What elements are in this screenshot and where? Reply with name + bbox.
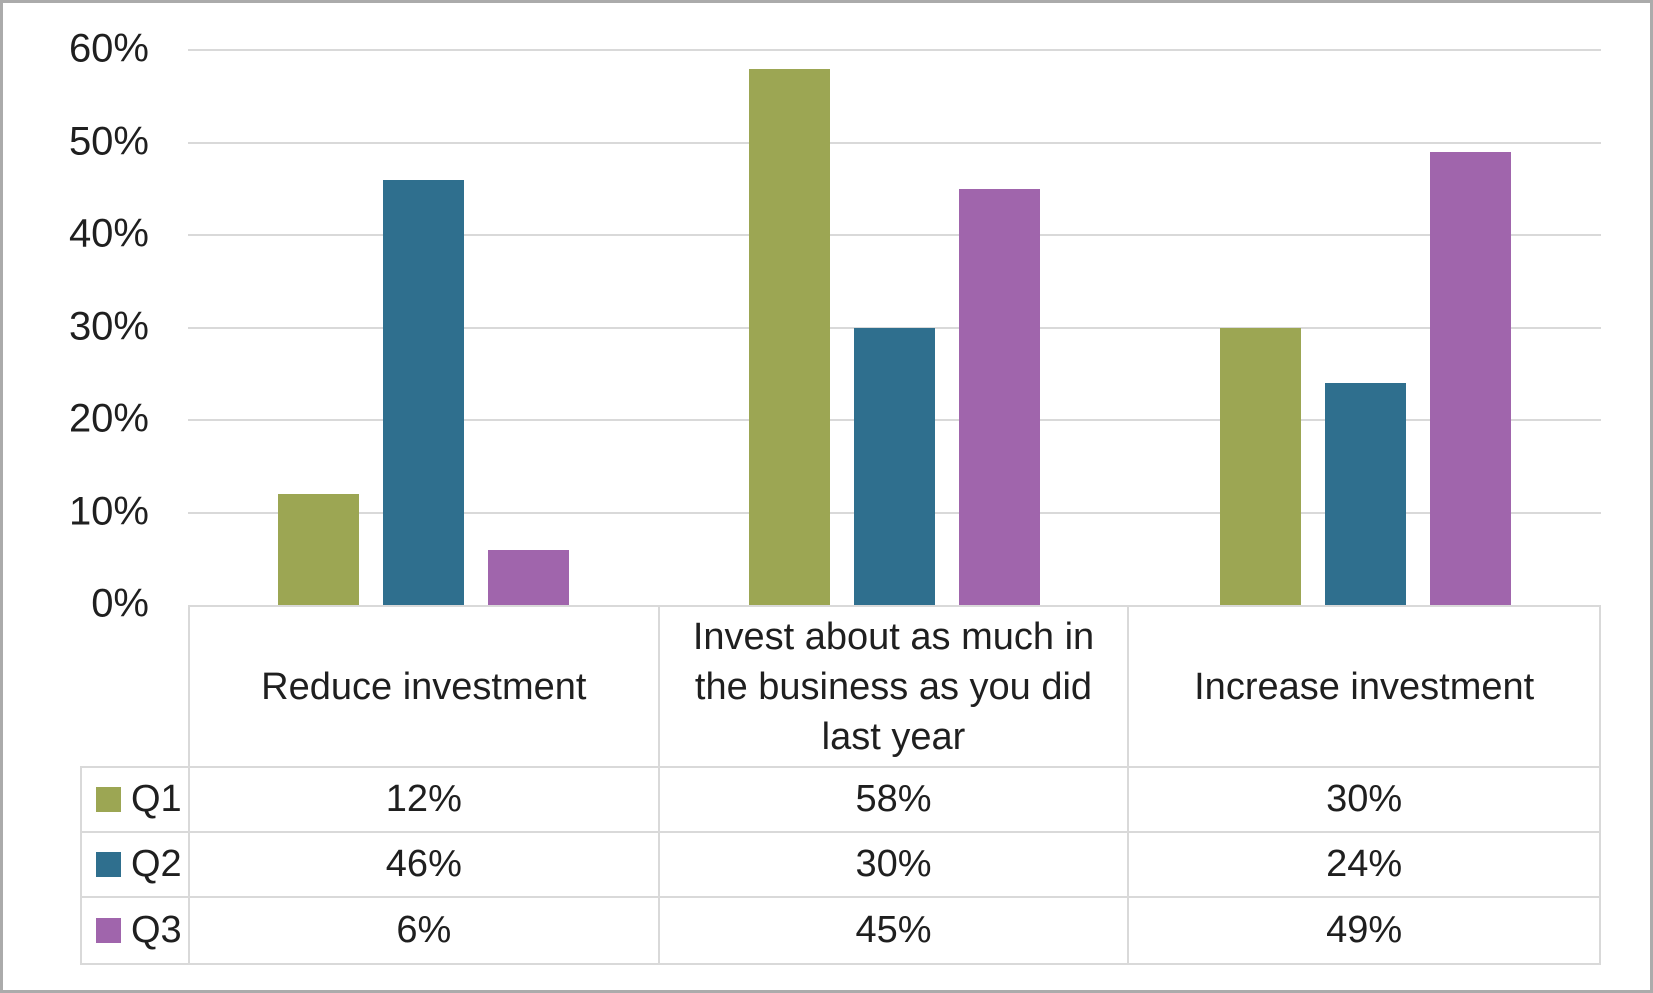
table-value-q3-increase: 49% <box>1326 909 1403 951</box>
table-value-q2-increase: 24% <box>1129 833 1599 898</box>
table-value-q1-increase: 30% <box>1129 768 1599 833</box>
bar-q1-category-2 <box>1220 327 1301 605</box>
y-axis-labels: 0% 10% 20% 30% 40% 50% 60% <box>3 3 149 626</box>
category-header-row: Reduce investment Invest about as much i… <box>188 605 1601 768</box>
bar-group-1 <box>659 3 1130 605</box>
legend-item-q2: Q2 <box>82 833 190 898</box>
category-label-invest-about-as-much: Invest about as much in the business as … <box>660 607 1130 766</box>
bar-groups <box>188 3 1601 605</box>
legend-swatch-q3-icon <box>96 918 121 943</box>
table-value-q2-reduce: 46% <box>190 833 660 898</box>
bar-group-2 <box>1130 3 1601 605</box>
y-tick-label-60%: 60% <box>68 26 149 71</box>
y-tick-label-20%: 20% <box>68 396 149 441</box>
bar-q3-category-2 <box>1430 151 1511 605</box>
y-tick-label-0%: 0% <box>91 581 149 626</box>
table-value-q3-invest-same: 45% <box>660 898 1130 963</box>
data-table: Q1 12% 58% 30% Q2 46% 30% 24% Q3 6% 45% … <box>80 766 1601 965</box>
legend-item-q1: Q1 <box>82 768 190 833</box>
legend-swatch-q2-icon <box>96 852 121 877</box>
y-tick-label-50%: 50% <box>68 119 149 164</box>
bar-group-0 <box>188 3 659 605</box>
bar-q2-category-2 <box>1325 383 1406 605</box>
gridline-50% <box>188 141 1601 144</box>
y-tick-label-10%: 10% <box>68 489 149 534</box>
gridline-60% <box>188 49 1601 51</box>
table-value-q1-invest-same: 58% <box>659 768 1130 833</box>
legend-label-q2: Q2 <box>131 843 182 885</box>
legend-label-q3: Q3 <box>131 909 182 951</box>
y-tick-label-30%: 30% <box>68 304 149 349</box>
table-value-q1-reduce: 12% <box>190 768 660 833</box>
table-value-q3-reduce: 6% <box>190 898 660 963</box>
legend-label-q1: Q1 <box>131 778 182 820</box>
bar-q1-category-0 <box>278 494 359 605</box>
bar-q3-category-1 <box>959 188 1040 605</box>
legend-item-q3: Q3 <box>82 898 190 963</box>
gridline-40% <box>188 234 1601 236</box>
plot-area <box>188 3 1601 605</box>
table-value-q2-invest-same: 30% <box>659 833 1130 898</box>
category-label-reduce-investment: Reduce investment <box>190 607 660 766</box>
bar-q1-category-1 <box>749 68 830 605</box>
y-tick-label-40%: 40% <box>68 211 149 256</box>
bar-q2-category-1 <box>854 327 935 605</box>
bar-q2-category-0 <box>383 179 464 605</box>
legend-swatch-q1-icon <box>96 787 121 812</box>
bar-q3-category-0 <box>488 549 569 605</box>
category-label-increase-investment: Increase investment <box>1194 665 1535 708</box>
